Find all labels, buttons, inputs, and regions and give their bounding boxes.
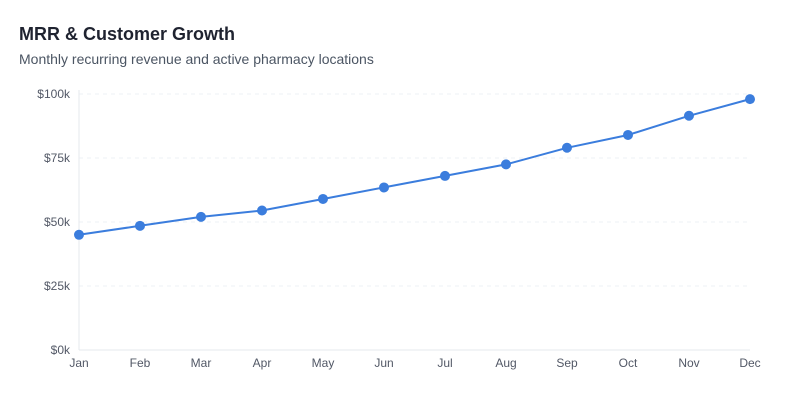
data-point[interactable]	[74, 229, 84, 240]
x-tick-label: Jun	[374, 356, 393, 370]
data-point[interactable]	[745, 94, 755, 105]
series-line-path	[78, 98, 751, 236]
x-tick-label: Sep	[556, 356, 578, 370]
chart-title: MRR & Customer Growth	[19, 24, 235, 44]
data-point[interactable]	[501, 159, 511, 170]
x-tick-label: May	[312, 356, 335, 370]
data-point[interactable]	[196, 211, 206, 222]
grid-lines	[79, 93, 750, 287]
data-point[interactable]	[440, 170, 450, 181]
x-tick-label: Mar	[191, 356, 212, 370]
y-tick-label: $0k	[51, 343, 71, 357]
x-tick-label: Apr	[253, 356, 272, 370]
data-points	[74, 94, 755, 240]
x-axis: Jan Feb Mar Apr May Jun Jul Aug Sep Oct Nov Dec	[69, 349, 761, 370]
chart-subtitle: Monthly recurring revenue and active pha…	[19, 51, 374, 67]
data-point[interactable]	[379, 182, 389, 193]
x-tick-label: Nov	[678, 356, 699, 370]
y-tick-label: $25k	[44, 279, 71, 293]
data-point[interactable]	[623, 129, 633, 140]
x-tick-label: Aug	[495, 356, 516, 370]
data-point[interactable]	[318, 193, 328, 204]
data-point[interactable]	[562, 142, 572, 153]
y-tick-label: $75k	[44, 151, 71, 165]
data-point[interactable]	[257, 205, 267, 216]
y-tick-label: $100k	[37, 87, 71, 101]
series-line	[78, 98, 751, 236]
x-tick-label: Jan	[69, 356, 88, 370]
data-point[interactable]	[684, 110, 694, 121]
x-tick-label: Oct	[619, 356, 638, 370]
data-point[interactable]	[135, 220, 145, 231]
x-tick-label: Jul	[437, 356, 452, 370]
y-axis: $0k $25k $50k $75k $100k	[37, 87, 80, 357]
x-tick-label: Dec	[739, 356, 760, 370]
x-tick-label: Feb	[130, 356, 151, 370]
y-tick-label: $50k	[44, 215, 71, 229]
